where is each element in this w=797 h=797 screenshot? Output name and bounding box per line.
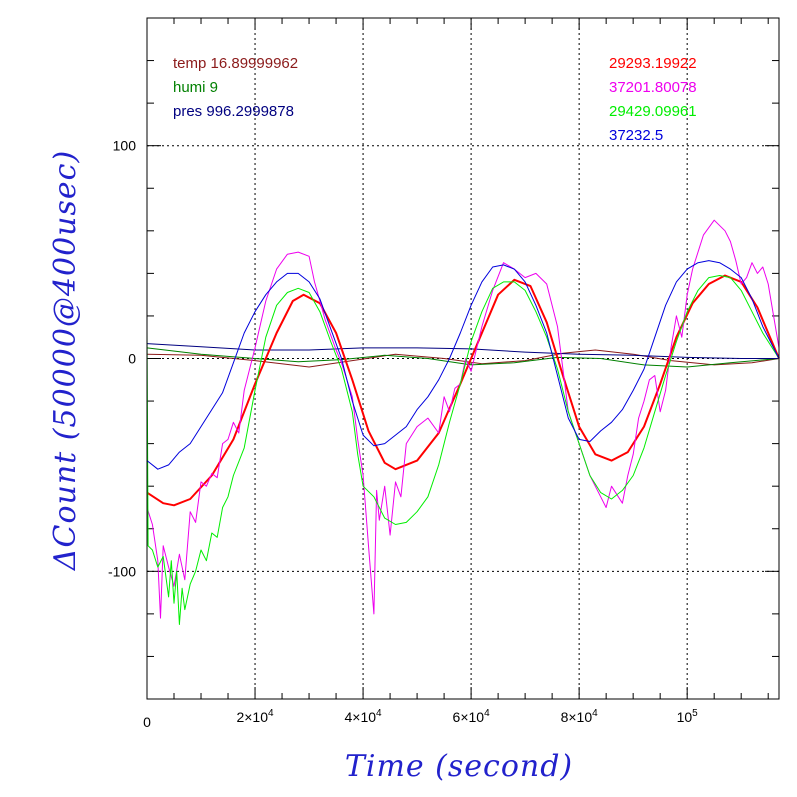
legend-entry: humi 9 — [173, 79, 218, 96]
x-tick-label: 2×104 — [236, 708, 274, 725]
legend-entry: 29293.19922 — [609, 55, 697, 72]
series-line — [146, 260, 780, 470]
legend-entry: temp 16.89999962 — [173, 55, 298, 72]
series-line — [146, 219, 780, 619]
legend-right: 29293.19922 37201.80078 29429.09961 37232.5 — [609, 55, 697, 144]
legend-entry: 37232.5 — [609, 127, 663, 144]
legend-entry: 37201.80078 — [609, 79, 697, 96]
series-line — [146, 347, 780, 368]
x-tick-label: 6×104 — [453, 708, 491, 725]
x-tick-label: 4×104 — [345, 708, 383, 725]
y-tick-label: 0 — [128, 351, 136, 367]
legend-entry: 29429.09961 — [609, 103, 697, 120]
x-tick-label: 0 — [143, 714, 151, 730]
y-axis-title: ΔCount (50000@400usec) — [48, 150, 83, 571]
legend-left: temp 16.89999962 humi 9 pres 996.2999878 — [173, 55, 298, 120]
x-tick-label: 105 — [677, 708, 699, 725]
series-layer — [146, 219, 780, 625]
series-line — [146, 274, 780, 507]
legend-entry: pres 996.2999878 — [173, 103, 294, 120]
y-tick-label: -100 — [108, 563, 136, 579]
grid-lines — [147, 18, 779, 699]
series-line — [146, 275, 780, 625]
y-tick-label: 100 — [113, 138, 137, 154]
series-line — [146, 349, 780, 368]
x-axis-title: Time (second) — [345, 749, 573, 784]
series-line — [146, 343, 779, 359]
tick-labels: 0 2×104 4×104 6×104 8×104 105 100 0 -100 — [108, 138, 698, 730]
plot-frame — [146, 17, 780, 700]
x-tick-label: 8×104 — [561, 708, 599, 725]
